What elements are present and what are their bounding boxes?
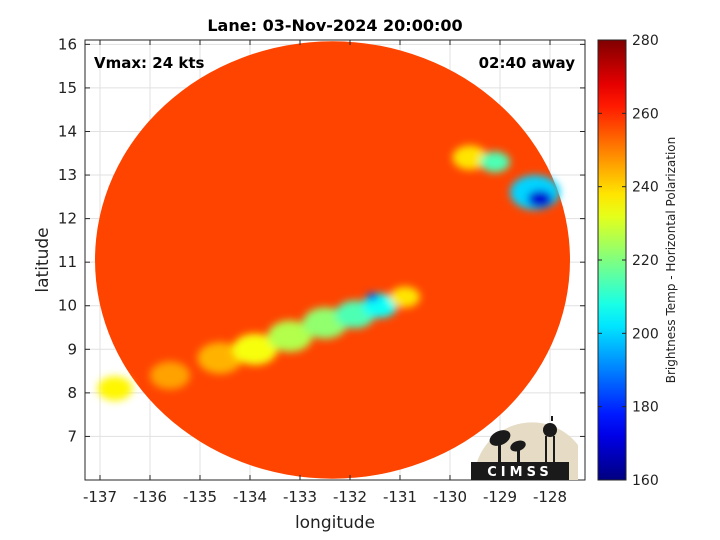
y-tick-label: 15 [58,79,77,97]
y-axis-label: latitude [33,227,53,292]
y-tick-label: 16 [58,35,77,53]
colorbar-tick-label: 240 [632,180,659,196]
colorbar-tick-label: 180 [632,400,659,416]
feature-ne-cluster-1 [452,145,488,170]
x-tick-label: -135 [183,488,217,506]
x-tick-label: -132 [333,488,367,506]
feature-band-east [390,286,420,308]
colorbar-tick-label: 220 [632,253,659,269]
colorbar-ticks: 160 180 200 220 240 260 280 [598,33,659,489]
feature-band-4 [267,320,313,352]
feature-band-core [366,292,379,302]
x-tick-label: -129 [483,488,517,506]
x-tick-label: -134 [233,488,267,506]
x-tick-label: -137 [83,488,117,506]
y-tick-label: 14 [58,122,77,140]
colorbar-tick-label: 260 [632,106,659,122]
y-axis-ticks: 7 8 9 10 11 12 13 14 15 16 [58,35,585,445]
x-tick-label: -136 [133,488,167,506]
feature-ne-cluster-2 [480,151,510,173]
x-tick-label: -128 [533,488,567,506]
x-tick-label: -133 [283,488,317,506]
convection-features [97,145,560,401]
feature-band-1 [150,361,190,390]
y-tick-label: 8 [67,384,77,402]
x-axis-ticks: -137 -136 -135 -134 -133 -132 -131 -130 -129 -128 [83,40,567,506]
logo-wordmark: CIMSS [487,465,552,480]
time-away-annotation: 02:40 away [479,54,576,72]
vmax-annotation: Vmax: 24 kts [94,54,204,72]
y-tick-label: 12 [58,210,77,228]
y-tick-label: 10 [58,297,77,315]
y-tick-label: 7 [67,427,77,445]
cimss-logo: CIMSS [471,416,578,480]
colorbar-label: Brightness Temp - Horizontal Polarizatio… [664,137,678,384]
colorbar [597,39,627,481]
swath-disc [95,41,570,479]
feature-ne-core-inner [527,190,553,208]
chart-title: Lane: 03-Nov-2024 20:00:00 [207,16,462,35]
feature-band-2 [197,342,243,374]
colorbar-tick-label: 200 [632,326,659,342]
y-tick-label: 13 [58,166,77,184]
colorbar-tick-label: 280 [632,33,659,49]
y-tick-label: 9 [67,340,77,358]
y-tick-label: 11 [58,253,77,271]
x-axis-label: longitude [295,513,375,533]
plot-frame [84,39,586,481]
feature-band-3 [232,333,278,365]
x-tick-label: -130 [433,488,467,506]
colorbar-tick-label: 160 [632,473,659,489]
feature-band-west [97,376,133,401]
x-tick-label: -131 [383,488,417,506]
swath-layer [95,41,570,479]
